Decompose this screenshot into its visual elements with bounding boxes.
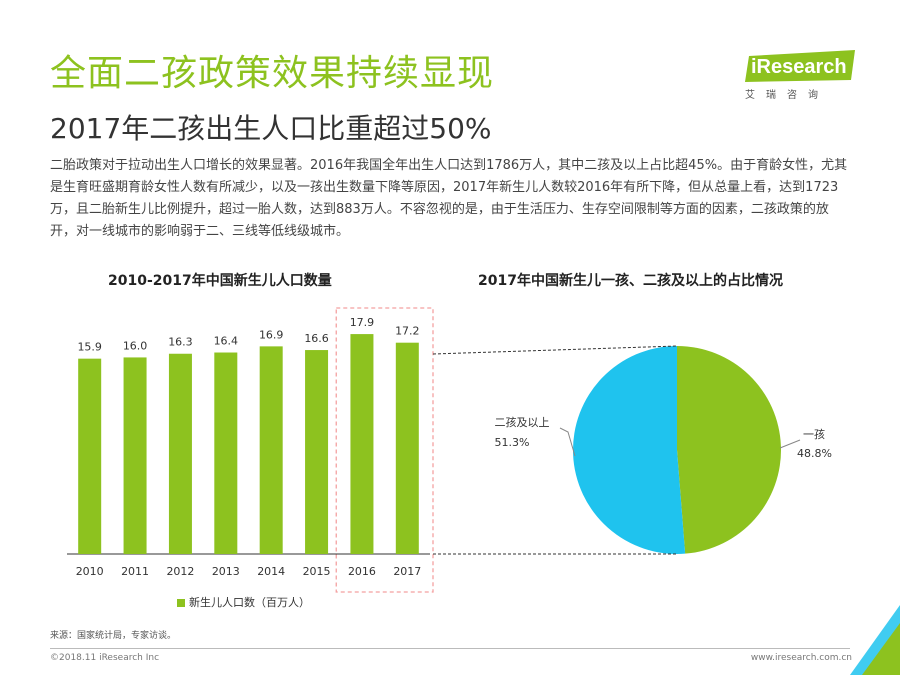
footer-divider (50, 648, 850, 649)
bar-2015 (305, 350, 329, 554)
source-note: 来源：国家统计局，专家访谈。 (50, 631, 177, 641)
bar-label-2010: 15.9 (77, 341, 102, 354)
x-tick-2013: 2013 (212, 565, 240, 578)
pie-slice-二孩及以上 (573, 346, 686, 554)
bar-chart-legend: 新生儿人口数（百万人） (177, 594, 310, 610)
bar-2010 (78, 358, 102, 554)
bar-label-2015: 16.6 (304, 332, 329, 345)
bar-2012 (168, 353, 192, 554)
x-tick-2015: 2015 (303, 565, 331, 578)
pie-value-一孩: 48.8% (797, 447, 832, 460)
x-tick-2014: 2014 (257, 565, 285, 578)
bar-chart-title: 2010-2017年中国新生儿人口数量 (108, 273, 332, 289)
pie-value-二孩及以上: 51.3% (495, 436, 530, 449)
x-tick-2017: 2017 (393, 565, 421, 578)
bar-2013 (214, 352, 238, 554)
bar-label-2016: 17.9 (350, 316, 375, 329)
bar-label-2014: 16.9 (259, 328, 284, 341)
bar-label-2013: 16.4 (214, 335, 239, 348)
legend-label: 新生儿人口数（百万人） (189, 596, 310, 609)
bar-label-2017: 17.2 (395, 325, 420, 338)
x-tick-2016: 2016 (348, 565, 376, 578)
leader-一孩 (779, 439, 801, 449)
description-text: 二胎政策对于拉动出生人口增长的效果显著。2016年我国全年出生人口达到1786万… (50, 158, 848, 239)
x-tick-2010: 2010 (76, 565, 104, 578)
bar-label-2011: 16.0 (123, 339, 148, 352)
x-tick-2011: 2011 (121, 565, 149, 578)
leader-二孩及以上 (559, 427, 576, 457)
x-tick-2012: 2012 (166, 565, 194, 578)
pie-chart-title: 2017年中国新生儿一孩、二孩及以上的占比情况 (478, 273, 783, 289)
iresearch-logo: iResearch 艾瑞咨询 (745, 50, 857, 102)
bar-2016 (350, 334, 374, 554)
website-link[interactable]: www.iresearch.com.cn (750, 653, 852, 663)
bar-2011 (123, 357, 147, 554)
page-subtitle: 2017年二孩出生人口比重超过50% (50, 112, 492, 145)
logo-chinese-text: 艾瑞咨询 (745, 90, 829, 101)
pie-name-一孩: 一孩 (803, 428, 825, 441)
pie-slice-一孩 (677, 346, 782, 554)
bar-label-2012: 16.3 (168, 336, 193, 349)
page-title: 全面二孩政策效果持续显现 (50, 53, 495, 94)
copyright-text: ©2018.11 iResearch Inc (50, 653, 160, 663)
logo-banner (745, 50, 855, 82)
bar-2017 (395, 342, 419, 554)
connector-top (432, 345, 678, 355)
corner-decoration (850, 605, 900, 675)
logo-brand-text: iResearch (751, 56, 847, 78)
pie-name-二孩及以上: 二孩及以上 (495, 416, 550, 429)
highlight-box (335, 307, 434, 593)
legend-swatch (177, 599, 185, 607)
bar-2014 (259, 346, 283, 554)
